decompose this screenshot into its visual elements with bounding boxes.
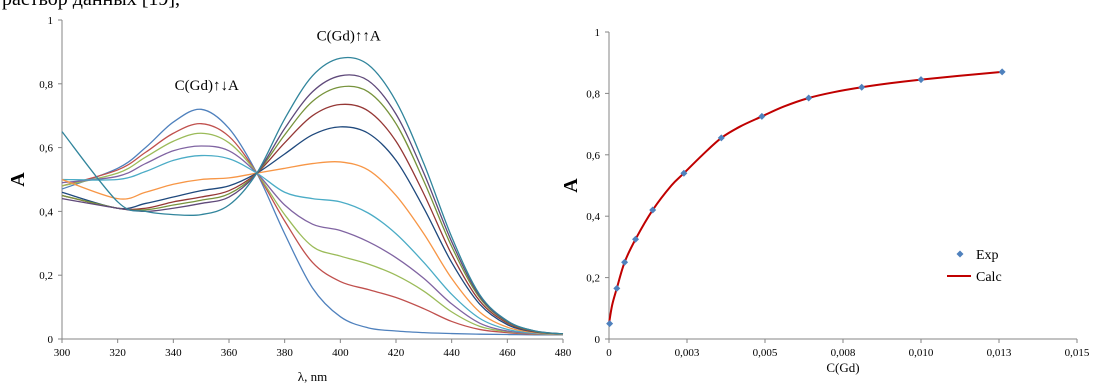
titration-y-tick-label: 0,4 (586, 211, 600, 223)
titration-x-tick-label: 0,013 (987, 347, 1012, 359)
spectrum-series-line (61, 160, 564, 335)
spectrum-series-line (61, 103, 564, 335)
spectrum-series-line (61, 132, 564, 336)
spectra-x-axis-title: λ, nm (298, 369, 327, 384)
spectra-x-tick-label: 380 (276, 347, 293, 359)
calc-series-line (608, 70, 1003, 324)
spectrum-series-line (61, 145, 564, 335)
spectra-x-tick-label: 480 (555, 347, 572, 359)
exp-data-point (649, 206, 657, 214)
exp-data-point (805, 94, 813, 102)
exp-data-point (717, 134, 725, 142)
spectra-x-tick-label: 460 (499, 347, 516, 359)
spectra-chart: 0 0,2 0,4 0,6 0,8 1 300 320 340 360 380 400 420 440 46… (7, 15, 572, 384)
spectra-y-tick-label: 0,4 (39, 206, 53, 218)
titration-x-tick-label: 0,010 (909, 347, 934, 359)
legend-exp-marker (956, 250, 964, 258)
spectra-y-tick-label: 0,6 (39, 143, 53, 155)
spectrum-series-line (61, 126, 564, 335)
spectra-x-tick-label: 440 (443, 347, 460, 359)
spectrum-series-line (61, 108, 564, 336)
spectra-x-tick-label: 320 (109, 347, 126, 359)
titration-y-axis-title: A (560, 178, 582, 193)
exp-data-point (998, 68, 1006, 76)
spectra-y-tick-label: 0 (48, 334, 54, 346)
spectra-x-tick-label: 360 (221, 347, 238, 359)
spectra-x-tick-label: 340 (165, 347, 182, 359)
titration-x-tick-label: 0,008 (831, 347, 856, 359)
titration-y-tick-label: 0,2 (586, 273, 600, 285)
titration-x-tick-label: 0,003 (675, 347, 700, 359)
spectra-x-tick-label: 400 (332, 347, 349, 359)
spectrum-series-line (61, 123, 564, 336)
spectra-annotation: C(Gd)↑↓A (175, 78, 239, 94)
spectra-y-axis-title: A (7, 172, 29, 187)
exp-data-point (917, 76, 925, 84)
spectrum-series-line (61, 85, 564, 335)
exp-data-point (758, 112, 766, 120)
titration-y-tick-label: 0,6 (586, 150, 600, 162)
exp-data-point (632, 235, 640, 243)
titration-chart: 0 0,2 0,4 0,6 0,8 1 0 0,003 0,005 0,008 0,010 0,013… (560, 27, 1090, 375)
spectra-y-tick-label: 0,2 (39, 270, 53, 282)
titration-y-tick-label: 0,8 (586, 88, 600, 100)
exp-data-point (858, 83, 866, 91)
exp-data-point (621, 258, 629, 266)
titration-x-tick-label: 0 (606, 347, 612, 359)
spectra-y-tick-label: 0,8 (39, 79, 53, 91)
page-text-fragment: раствор данных [19], (2, 0, 180, 11)
exp-data-point (613, 284, 621, 292)
spectrum-series-line (61, 154, 564, 335)
spectra-annotation: C(Gd)↑↑A (317, 29, 381, 45)
titration-y-tick-label: 1 (595, 27, 601, 39)
titration-legend: Exp Calc (947, 248, 1002, 285)
spectrum-series-line (61, 56, 564, 335)
spectra-y-tick-label: 1 (48, 15, 54, 27)
exp-data-point (680, 169, 688, 177)
titration-x-tick-label: 0,015 (1065, 347, 1090, 359)
exp-data-point (606, 320, 614, 328)
legend-calc-label: Calc (976, 270, 1002, 285)
titration-x-axis-title: C(Gd) (826, 360, 859, 375)
spectra-x-tick-label: 300 (54, 347, 71, 359)
titration-y-tick-label: 0 (595, 334, 601, 346)
spectrum-series-line (61, 74, 564, 335)
legend-exp-label: Exp (976, 248, 999, 263)
spectra-x-tick-label: 420 (388, 347, 405, 359)
titration-x-tick-label: 0,005 (753, 347, 778, 359)
